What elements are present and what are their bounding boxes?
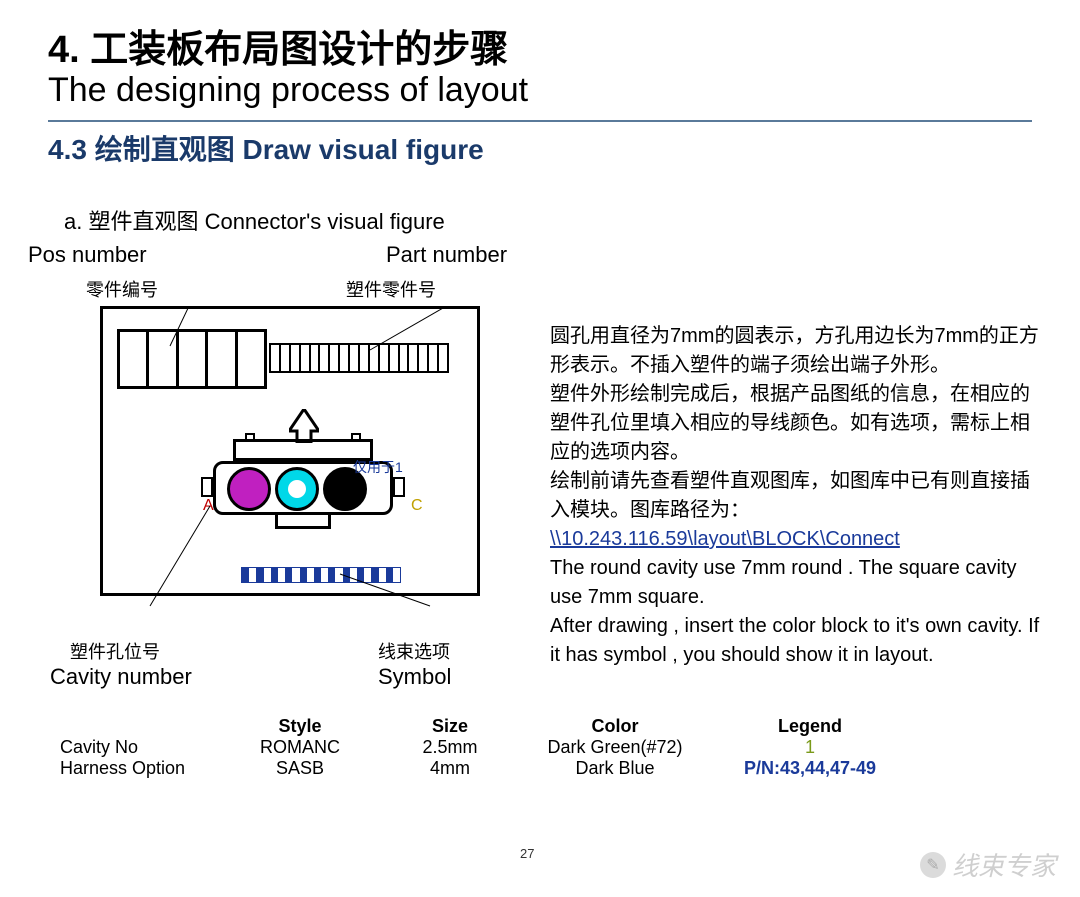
title-en: The designing process of layout (48, 71, 1032, 110)
style-table: Style Size Color Legend Cavity No ROMANC… (50, 716, 930, 779)
item-a: a. 塑件直观图 Connector's visual figure (0, 168, 1080, 236)
label-symbol-en: Symbol (378, 664, 451, 690)
desc-p4: The round cavity use 7mm round . The squ… (550, 557, 1017, 608)
label-part-number: Part number (386, 242, 507, 268)
thin-bar (269, 343, 449, 373)
label-cavity-cn: 塑件孔位号 (70, 638, 160, 664)
table-row: Harness Option SASB 4mm Dark Blue P/N:43… (50, 758, 930, 779)
wechat-icon: ✎ (920, 852, 946, 878)
title-cn: 4. 工装板布局图设计的步骤 (48, 18, 1032, 73)
description-text: 圆孔用直径为7mm的圆表示，方孔用边长为7mm的正方形表示。不插入塑件的端子须绘… (550, 322, 1040, 670)
table-header: Style Size Color Legend (50, 716, 930, 737)
watermark: ✎ 线束专家 (920, 846, 1056, 883)
label-cavity-en: Cavity number (50, 664, 192, 690)
arrow-up-icon (289, 409, 319, 443)
bar-group (117, 329, 267, 389)
subtitle: 4.3 绘制直观图 Draw visual figure (0, 122, 1080, 168)
page-number: 27 (520, 846, 534, 861)
label-symbol-cn: 线束选项 (378, 638, 450, 664)
library-path-link[interactable]: \\10.243.116.59\layout\BLOCK\Connect (550, 528, 900, 550)
desc-p2: 塑件外形绘制完成后，根据产品图纸的信息，在相应的塑件孔位里填入相应的导线颜色。如… (550, 383, 1030, 463)
table-row: Cavity No ROMANC 2.5mm Dark Green(#72) 1 (50, 737, 930, 758)
desc-p1: 圆孔用直径为7mm的圆表示，方孔用边长为7mm的正方形表示。不插入塑件的端子须绘… (550, 325, 1039, 376)
label-plastic-cn: 塑件零件号 (346, 276, 436, 302)
desc-p3: 绘制前请先查看塑件直观图库，如图库中已有则直接插入模块。图库路径为： (550, 470, 1030, 521)
diagram-frame: A C 仅用于1 (100, 306, 480, 596)
cavity-label-c: C (411, 497, 423, 515)
cavity-label-a: A (203, 497, 214, 515)
connector-body (213, 439, 393, 539)
barcode-strip (241, 567, 401, 583)
label-part-cn: 零件编号 (86, 276, 158, 302)
label-pos-number: Pos number (28, 242, 147, 268)
option-label: 仅用于1 (353, 457, 403, 477)
connector-diagram: A C 仅用于1 (70, 306, 590, 636)
desc-p5: After drawing , insert the color block t… (550, 615, 1039, 666)
